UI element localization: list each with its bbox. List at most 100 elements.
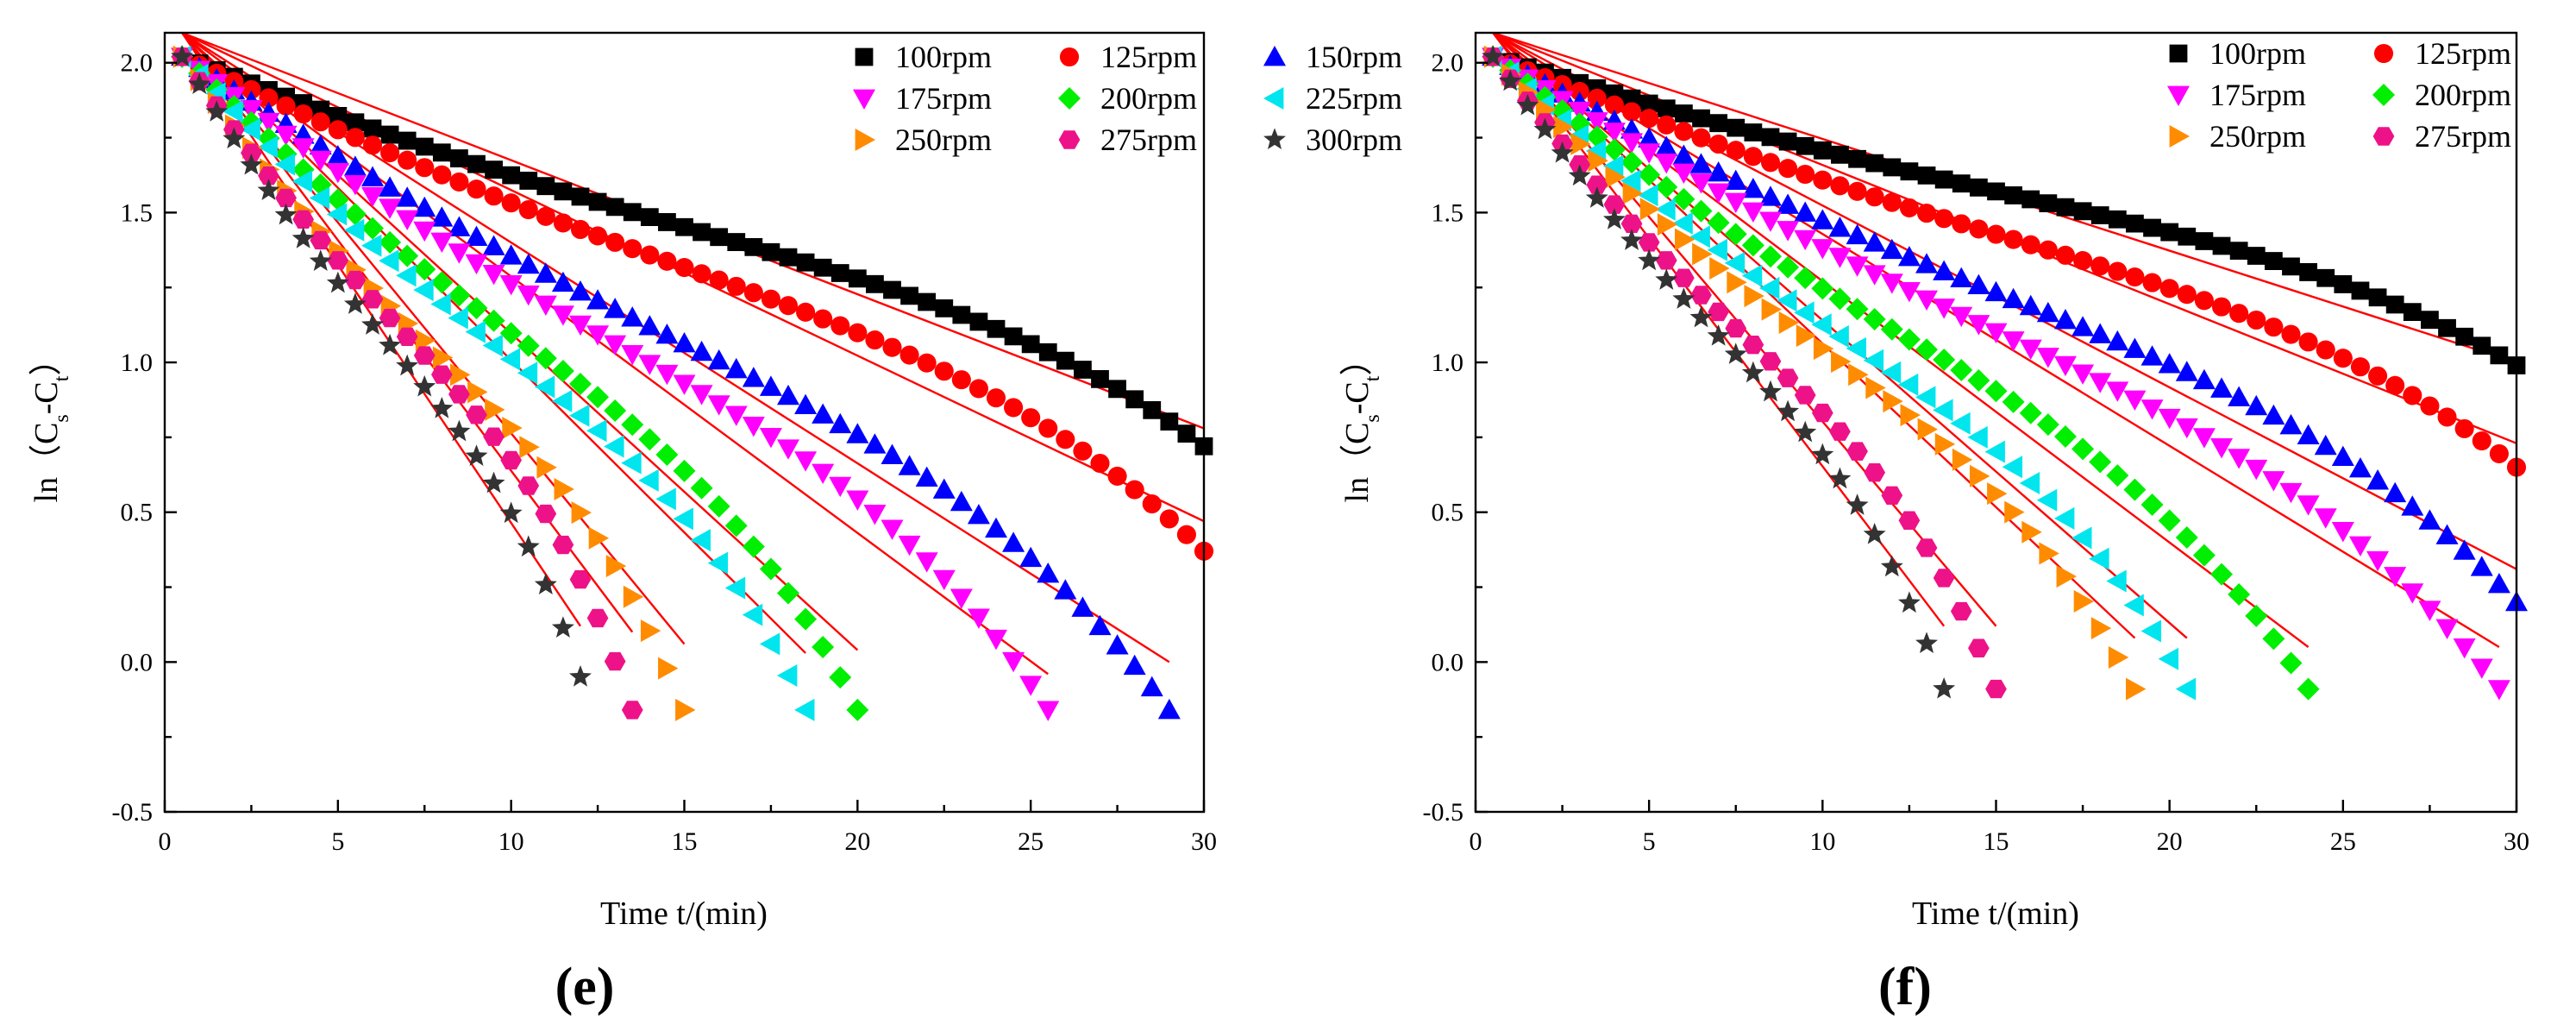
data-point — [1778, 311, 1800, 334]
data-point — [362, 135, 383, 155]
data-point — [640, 208, 659, 227]
data-point — [673, 331, 696, 353]
data-point — [638, 315, 661, 336]
data-point — [483, 427, 505, 446]
data-point — [866, 274, 884, 293]
data-point — [1724, 192, 1747, 214]
data-point — [2331, 445, 2354, 467]
data-point — [673, 459, 696, 482]
data-point — [485, 160, 503, 179]
data-point — [1865, 376, 1886, 399]
data-point — [1880, 555, 1903, 577]
data-point — [969, 312, 988, 331]
legend-marker — [1058, 87, 1081, 110]
data-point — [1587, 88, 1607, 108]
y-title-sub-s: s — [1362, 414, 1384, 422]
data-point — [690, 385, 713, 405]
data-point — [1690, 286, 1712, 305]
data-point — [604, 298, 627, 318]
data-point — [1828, 287, 1852, 311]
data-point — [551, 305, 574, 326]
legend-marker — [1263, 46, 1286, 66]
data-point — [1917, 418, 1939, 441]
data-point — [605, 555, 627, 578]
data-point — [2262, 404, 2285, 425]
data-point — [413, 374, 436, 397]
legend-item-175rpm: 175rpm — [2167, 78, 2306, 112]
data-point — [985, 517, 1007, 538]
y-title-sub-t: t — [51, 375, 73, 381]
data-point — [1761, 128, 1780, 147]
data-point — [604, 651, 626, 671]
data-point — [707, 395, 730, 416]
data-point — [344, 270, 367, 290]
data-point — [257, 135, 278, 159]
data-point — [345, 128, 365, 148]
data-point — [1499, 69, 1522, 91]
data-point — [569, 665, 592, 687]
data-point — [881, 443, 904, 464]
data-point — [2038, 240, 2058, 260]
x-tick-label: 25 — [1018, 827, 1044, 856]
legend-label: 225rpm — [1306, 81, 1402, 116]
data-point — [1707, 238, 1728, 261]
data-point — [2021, 520, 2042, 544]
data-point — [571, 187, 590, 206]
data-point — [1846, 223, 1869, 245]
data-point — [343, 174, 367, 196]
x-tick-label: 5 — [331, 827, 344, 856]
data-point — [1897, 373, 1919, 396]
series-225rpm — [171, 45, 815, 721]
data-point — [2245, 394, 2268, 416]
data-point — [1863, 265, 1886, 286]
data-point — [1159, 509, 1179, 529]
data-point — [430, 365, 453, 384]
data-point — [1777, 289, 1797, 312]
data-point — [1588, 149, 1608, 173]
data-point — [485, 398, 505, 421]
data-point — [588, 526, 610, 550]
data-point — [1933, 399, 1953, 422]
data-point — [2140, 493, 2164, 517]
data-point — [604, 399, 627, 422]
data-point — [1551, 141, 1574, 163]
data-point — [692, 264, 711, 284]
data-point — [343, 155, 367, 176]
data-point — [536, 177, 555, 196]
data-point — [291, 227, 315, 248]
data-point — [329, 107, 348, 125]
data-point — [1707, 161, 1730, 182]
data-point — [1657, 213, 1678, 236]
data-point — [1933, 299, 1956, 319]
data-point — [726, 276, 746, 296]
data-point — [1848, 363, 1869, 387]
data-point — [2158, 353, 2181, 374]
data-point — [1882, 192, 1902, 212]
data-point — [1811, 209, 1834, 229]
data-point — [2385, 295, 2404, 314]
data-point — [2453, 539, 2476, 560]
data-point — [379, 230, 402, 254]
data-point — [1758, 211, 1782, 232]
data-point — [241, 143, 262, 162]
y-tick-label: 2.0 — [121, 49, 154, 78]
data-point — [2140, 619, 2161, 643]
data-point — [586, 386, 610, 409]
data-point — [1830, 176, 1850, 196]
data-point — [2192, 544, 2216, 567]
data-point — [1950, 601, 1972, 621]
data-point — [450, 363, 471, 387]
data-point — [1724, 223, 1747, 246]
data-point — [241, 79, 261, 100]
data-point — [380, 142, 400, 163]
legend-label: 275rpm — [2415, 119, 2511, 154]
data-point — [674, 258, 694, 278]
data-point — [2228, 449, 2251, 469]
data-point — [499, 244, 523, 265]
data-point — [2401, 495, 2424, 516]
data-point — [968, 379, 988, 399]
data-point — [2002, 456, 2023, 479]
data-point — [2053, 506, 2075, 530]
data-point — [535, 504, 557, 524]
data-point — [1673, 268, 1695, 287]
